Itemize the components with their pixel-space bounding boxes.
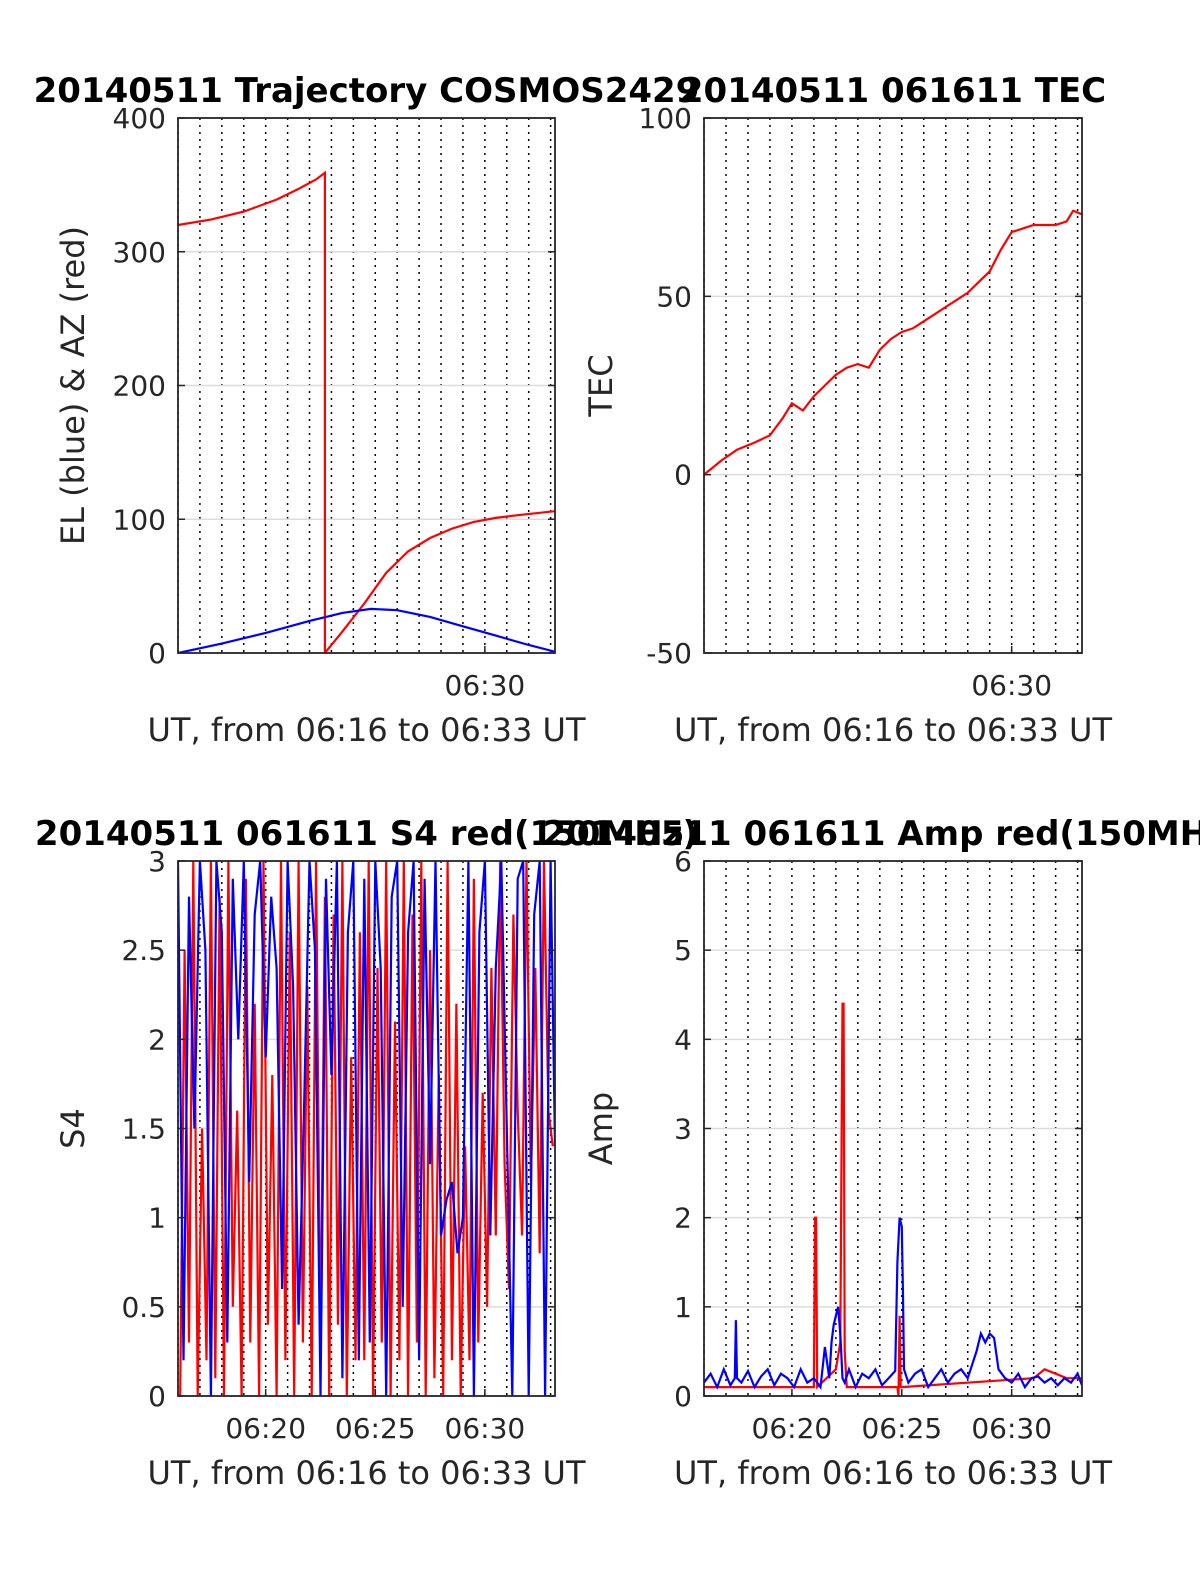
series-line-tec bbox=[704, 209, 1082, 476]
y-tick-label: 200 bbox=[113, 370, 166, 403]
y-tick-label: 3 bbox=[148, 845, 166, 878]
y-tick-label: 0.5 bbox=[121, 1291, 166, 1324]
x-tick-label: 06:25 bbox=[861, 1412, 942, 1445]
y-tick-label: 100 bbox=[639, 102, 692, 135]
y-tick-label: 4 bbox=[674, 1023, 692, 1056]
y-tick-label: 1 bbox=[674, 1291, 692, 1324]
chart-panel-2: -50 0 50 100 06:30 UT, from 06:16 to 06:33 UT… bbox=[582, 71, 1112, 749]
y-tick-label: 6 bbox=[674, 845, 692, 878]
series-line-az bbox=[178, 170, 555, 653]
x-axis-label: UT, from 06:16 to 06:33 UT bbox=[674, 711, 1112, 749]
x-tick-label: 06:30 bbox=[445, 669, 526, 702]
x-axis-label: UT, from 06:16 to 06:33 UT bbox=[148, 1454, 586, 1492]
chart-panel-1: 0 100 200 300 400 06:30 UT, from 06:16 to 06:3… bbox=[34, 71, 700, 749]
series-line-el bbox=[178, 607, 555, 653]
series-line-red bbox=[704, 1002, 1082, 1396]
series-line-blue bbox=[178, 861, 555, 1396]
chart-title: 20140511 061611 TEC bbox=[680, 71, 1106, 111]
series-line-blue bbox=[704, 1217, 1082, 1391]
y-tick-label: 300 bbox=[113, 236, 166, 269]
y-tick-label: 100 bbox=[113, 503, 166, 536]
y-tick-label: 0 bbox=[148, 637, 166, 670]
x-axis-label: UT, from 06:16 to 06:33 UT bbox=[148, 711, 586, 749]
x-tick-label: 06:25 bbox=[335, 1412, 416, 1445]
y-tick-label: 2.5 bbox=[121, 934, 166, 967]
y-tick-label: 2 bbox=[674, 1202, 692, 1235]
y-tick-label: 5 bbox=[674, 934, 692, 967]
y-axis-label: Amp bbox=[582, 1092, 620, 1165]
y-tick-label: 2 bbox=[148, 1023, 166, 1056]
x-axis-label: UT, from 06:16 to 06:33 UT bbox=[674, 1454, 1112, 1492]
x-tick-label: 06:30 bbox=[971, 1412, 1052, 1445]
y-tick-label: 50 bbox=[656, 280, 692, 313]
chart-panel-3: 0 0.5 1 1.5 2 2.5 3 06:20 06:25 06:30 UT, from 06:… bbox=[35, 814, 698, 1492]
y-tick-label: 3 bbox=[674, 1113, 692, 1146]
y-tick-label: 400 bbox=[113, 102, 166, 135]
chart-title: 20140511 061611 Amp red(150MHz) bbox=[542, 814, 1200, 854]
y-tick-label: 1 bbox=[148, 1202, 166, 1235]
axes-box bbox=[703, 117, 1083, 654]
plot-area bbox=[704, 118, 1082, 653]
x-tick-label: 06:30 bbox=[971, 669, 1052, 702]
y-axis-label: S4 bbox=[54, 1108, 92, 1149]
y-tick-label: -50 bbox=[646, 637, 692, 670]
y-axis-label: TEC bbox=[582, 354, 620, 417]
y-tick-label: 0 bbox=[674, 1380, 692, 1413]
x-tick-label: 06:20 bbox=[225, 1412, 306, 1445]
y-axis-label: EL (blue) & AZ (red) bbox=[54, 226, 92, 545]
chart-title: 20140511 061611 S4 red(150MHz) bbox=[35, 814, 698, 854]
chart-panel-4: 0 1 2 3 4 5 6 06:20 06:25 06:30 UT, from 06:16 to … bbox=[542, 814, 1200, 1492]
y-tick-label: 1.5 bbox=[121, 1113, 166, 1146]
y-tick-label: 0 bbox=[674, 459, 692, 492]
y-tick-label: 0 bbox=[148, 1380, 166, 1413]
chart-title: 20140511 Trajectory COSMOS2429 bbox=[34, 71, 700, 111]
x-tick-label: 06:30 bbox=[445, 1412, 526, 1445]
x-tick-label: 06:20 bbox=[752, 1412, 833, 1445]
